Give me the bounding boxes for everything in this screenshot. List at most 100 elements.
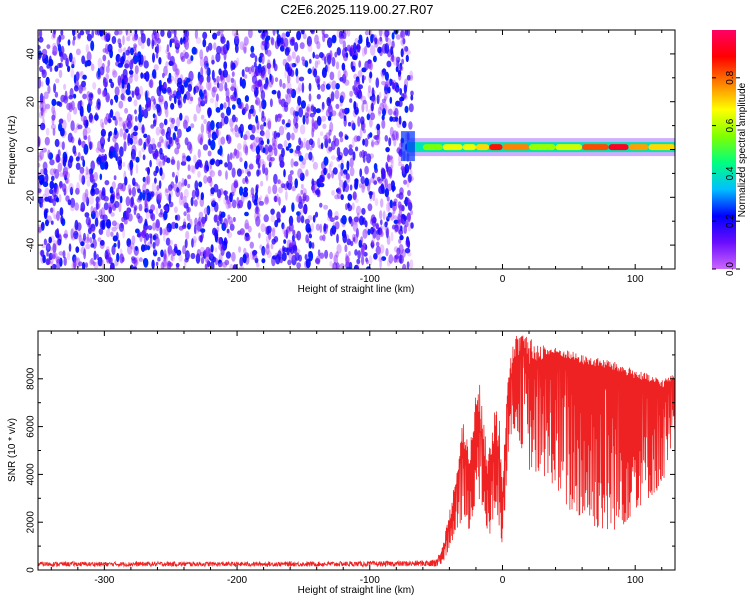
noise-cell	[296, 55, 301, 64]
noise-cell	[187, 83, 193, 92]
noise-cell	[114, 118, 118, 126]
noise-cell	[180, 37, 183, 45]
noise-cell	[134, 72, 139, 82]
noise-cell	[343, 70, 348, 78]
noise-cell	[256, 120, 260, 130]
noise-cell	[335, 61, 340, 70]
noise-cell	[384, 178, 388, 190]
noise-cell	[242, 253, 247, 264]
noise-cell	[298, 107, 304, 118]
noise-cell	[38, 136, 41, 147]
noise-cell	[175, 47, 180, 54]
noise-cell	[108, 78, 113, 84]
noise-cell	[334, 215, 339, 220]
noise-cell	[48, 198, 54, 203]
noise-cell	[263, 82, 269, 91]
noise-cell	[332, 167, 338, 175]
noise-cell	[131, 90, 135, 98]
noise-cell	[391, 185, 396, 192]
noise-cell	[110, 212, 115, 217]
noise-cell	[367, 133, 371, 140]
noise-cell	[332, 228, 336, 235]
noise-cell	[321, 101, 325, 110]
noise-cell	[226, 134, 231, 145]
noise-cell	[44, 187, 50, 197]
x-tick-label: -100	[360, 274, 380, 285]
noise-cell	[271, 89, 277, 95]
noise-cell	[38, 54, 41, 61]
noise-cell	[150, 204, 156, 212]
noise-cell	[220, 211, 226, 218]
noise-cell	[330, 155, 336, 160]
noise-cell	[332, 222, 337, 227]
noise-cell	[406, 74, 411, 81]
noise-cell	[295, 87, 301, 94]
noise-cell	[383, 90, 389, 100]
noise-cell	[142, 181, 147, 188]
noise-cell	[386, 30, 391, 36]
noise-cell	[189, 165, 195, 173]
noise-cell	[409, 161, 412, 170]
noise-cell	[50, 196, 55, 204]
noise-cell	[201, 232, 204, 239]
noise-cell	[241, 78, 246, 89]
noise-cell	[324, 249, 329, 259]
noise-cell	[63, 185, 68, 196]
noise-cell	[404, 105, 409, 113]
noise-cell	[208, 138, 212, 146]
noise-cell	[152, 52, 155, 63]
noise-cell	[255, 154, 261, 160]
noise-cell	[135, 156, 140, 163]
noise-cell	[160, 249, 164, 258]
noise-cell	[244, 145, 249, 156]
noise-cell	[67, 132, 73, 143]
noise-cell	[164, 104, 167, 115]
noise-cell	[300, 215, 305, 224]
noise-cell	[390, 56, 395, 62]
noise-cell	[181, 177, 185, 186]
noise-cell	[78, 172, 84, 183]
noise-cell	[176, 142, 181, 150]
noise-cell	[267, 120, 272, 130]
noise-cell	[153, 247, 157, 254]
noise-cell	[266, 118, 272, 127]
noise-cell	[77, 124, 83, 130]
noise-cell	[261, 70, 267, 81]
noise-cell	[151, 259, 155, 269]
noise-cell	[89, 174, 93, 181]
noise-cell	[191, 46, 197, 55]
noise-cell	[138, 138, 143, 146]
noise-cell	[305, 139, 310, 151]
noise-cell	[369, 191, 373, 200]
noise-cell	[138, 104, 142, 115]
noise-cell	[321, 106, 324, 112]
noise-cell	[266, 225, 272, 234]
noise-cell	[264, 226, 268, 235]
noise-cell	[354, 198, 359, 204]
noise-cell	[393, 219, 399, 225]
noise-cell	[299, 42, 305, 50]
noise-cell	[95, 196, 100, 203]
noise-cell	[243, 247, 247, 255]
noise-cell	[159, 167, 163, 177]
colorbar-tick-label: 0.8	[725, 70, 736, 84]
noise-cell	[50, 207, 54, 213]
noise-cell	[353, 100, 357, 111]
noise-cell	[381, 119, 386, 129]
noise-cell	[52, 254, 56, 260]
noise-cell	[392, 56, 399, 66]
noise-cell	[82, 128, 88, 139]
noise-cell	[255, 136, 261, 143]
noise-cell	[370, 45, 376, 56]
noise-cell	[319, 223, 323, 233]
noise-cell	[196, 37, 202, 44]
noise-cell	[384, 81, 389, 87]
noise-cell	[119, 128, 124, 138]
signal-segment	[529, 144, 556, 151]
noise-cell	[230, 86, 236, 91]
noise-cell	[75, 156, 80, 162]
noise-cell	[223, 197, 227, 205]
y-tick-label: 8000	[26, 367, 37, 390]
noise-cell	[379, 36, 383, 42]
colorbar-tick-label: 0.0	[725, 262, 736, 276]
